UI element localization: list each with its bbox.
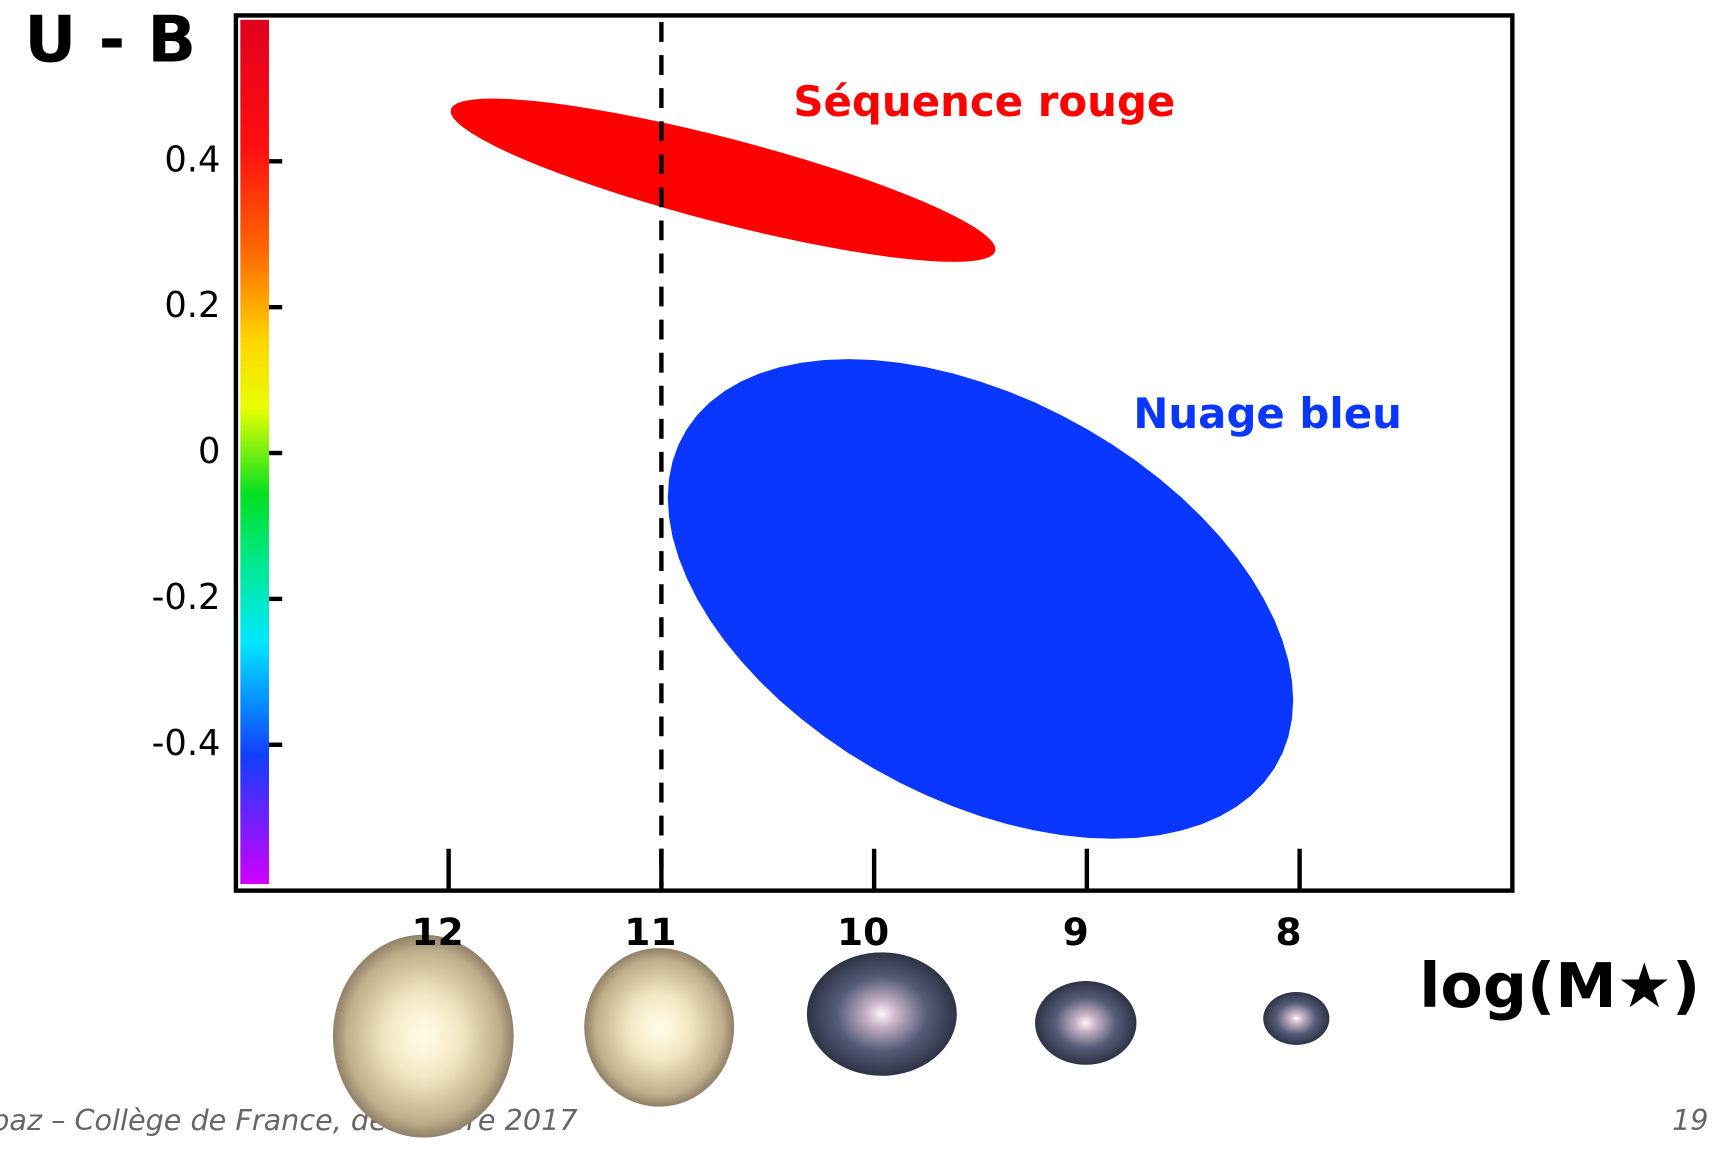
y-tick-label: 0.4 [164, 139, 220, 180]
y-axis-label: U - B [24, 4, 196, 78]
x-tick-label: 12 [412, 910, 464, 954]
region-label: Nuage bleu [1133, 389, 1402, 438]
region-label: Séquence rouge [793, 77, 1175, 126]
x-axis-label: log(M★) [1419, 950, 1700, 1022]
galaxy-image [807, 952, 957, 1075]
galaxy-image [1035, 981, 1136, 1065]
galaxy-image [333, 935, 514, 1138]
y-tick-label: -0.4 [152, 723, 221, 764]
x-tick-label: 9 [1063, 910, 1089, 954]
x-tick-label: 11 [624, 910, 676, 954]
y-tick-label: -0.2 [152, 577, 221, 618]
footer-text: baz – Collège de France, décembre 2017 [0, 1103, 578, 1137]
page-number: 19 [1672, 1103, 1708, 1137]
y-tick-label: 0 [198, 431, 220, 472]
slide: U - B log(M★) baz – Collège de France, d… [0, 0, 1724, 1149]
galaxy-image [1263, 992, 1329, 1045]
y-tick-label: 0.2 [164, 285, 220, 326]
color-bar [240, 20, 269, 884]
galaxy-images [333, 935, 1329, 1138]
page: U - B log(M★) baz – Collège de France, d… [0, 0, 1724, 1149]
x-tick-label: 8 [1276, 910, 1302, 954]
x-tick-label: 10 [837, 910, 889, 954]
galaxy-image [584, 948, 734, 1107]
